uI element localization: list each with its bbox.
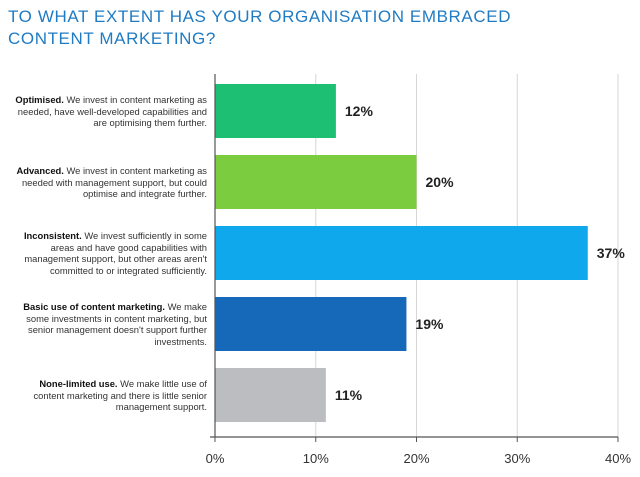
- value-label-2: 37%: [597, 245, 626, 261]
- category-label-bold-4: None-limited use.: [39, 377, 118, 389]
- x-tick-label-20: 20%: [403, 451, 429, 466]
- category-label-0: Optimised. We invest in content marketin…: [9, 94, 207, 129]
- value-labels: 12% 20% 37% 19% 11%: [335, 103, 626, 403]
- category-label-text-1: We invest in content marketing as needed…: [21, 164, 207, 199]
- category-label-2: Inconsistent. We invest sufficiently in …: [9, 230, 207, 276]
- category-label-4: None-limited use. We make little use of …: [9, 378, 207, 413]
- x-tick-label-40: 40%: [605, 451, 631, 466]
- x-tick-labels: 0% 10% 20% 30% 40%: [206, 451, 632, 466]
- x-tick-label-0: 0%: [206, 451, 225, 466]
- category-label-bold-0: Optimised.: [15, 93, 64, 105]
- bars: [215, 84, 588, 422]
- x-tick-label-30: 30%: [504, 451, 530, 466]
- category-label-text-3: We make some investments in content mark…: [26, 301, 207, 347]
- category-label-1: Advanced. We invest in content marketing…: [9, 165, 207, 200]
- chart-title: TO WHAT EXTENT HAS YOUR ORGANISATION EMB…: [8, 7, 512, 48]
- value-label-0: 12%: [345, 103, 374, 119]
- bar-3: [215, 297, 407, 351]
- category-label-text-0: We invest in content marketing as needed…: [17, 93, 207, 128]
- category-label-bold-3: Basic use of content marketing.: [23, 301, 165, 312]
- axes: [210, 74, 619, 442]
- bar-4: [215, 368, 326, 422]
- category-label-3: Basic use of content marketing. We make …: [9, 301, 207, 347]
- bar-2: [215, 226, 588, 280]
- category-label-text-4: We make little use of content marketing …: [33, 377, 207, 412]
- bar-0: [215, 84, 336, 138]
- bar-1: [215, 155, 417, 209]
- category-label-bold-2: Inconsistent.: [23, 230, 82, 241]
- value-label-3: 19%: [415, 316, 444, 332]
- value-label-1: 20%: [426, 174, 455, 190]
- value-label-4: 11%: [335, 387, 363, 403]
- category-label-bold-1: Advanced.: [16, 164, 64, 176]
- category-label-text-2: We invest sufficiently in some areas and…: [24, 230, 207, 276]
- x-tick-label-10: 10%: [303, 451, 329, 466]
